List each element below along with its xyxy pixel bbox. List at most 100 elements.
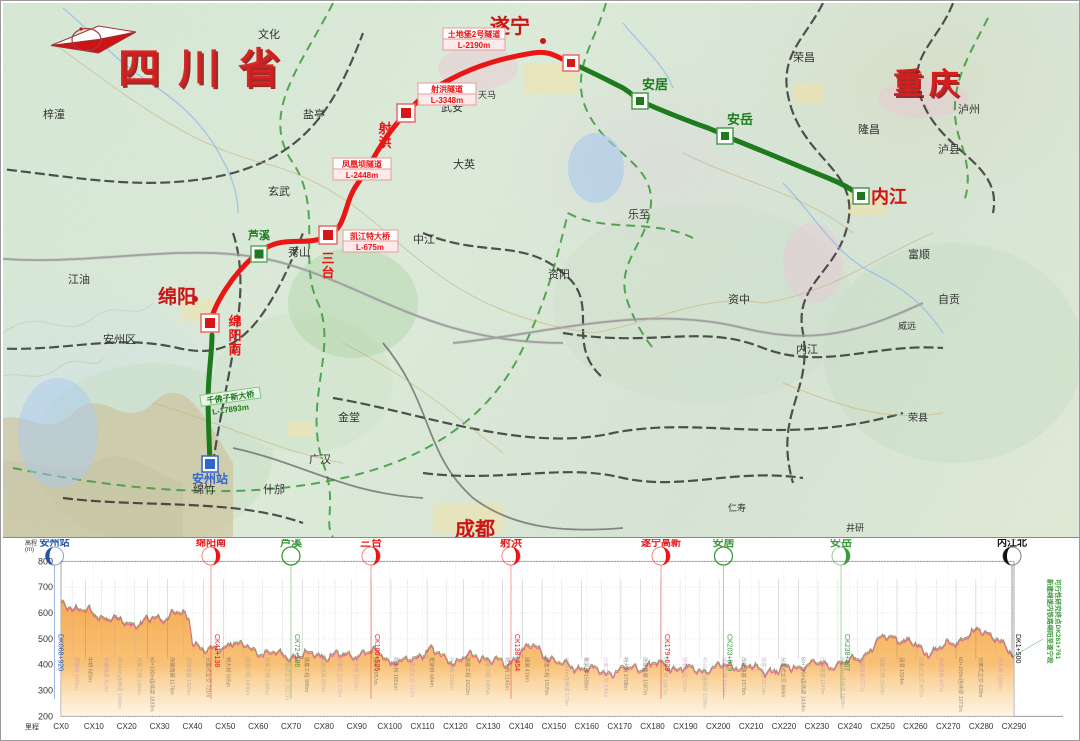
svg-text:威远: 威远 bbox=[898, 320, 916, 331]
svg-text:天马: 天马 bbox=[478, 90, 496, 100]
svg-text:400: 400 bbox=[38, 660, 53, 670]
svg-text:(m): (m) bbox=[25, 547, 34, 553]
svg-text:富顺: 富顺 bbox=[908, 247, 930, 261]
svg-text:资中: 资中 bbox=[728, 293, 750, 306]
svg-text:阳: 阳 bbox=[228, 328, 241, 343]
svg-text:CX40: CX40 bbox=[182, 722, 203, 731]
svg-text:中江: 中江 bbox=[413, 233, 435, 246]
svg-text:分离式立交 540m: 分离式立交 540m bbox=[602, 657, 610, 697]
svg-text:绵阳: 绵阳 bbox=[158, 285, 196, 308]
svg-text:里程: 里程 bbox=[25, 722, 39, 731]
svg-text:L-2448m: L-2448m bbox=[346, 171, 378, 180]
svg-text:CX200: CX200 bbox=[706, 722, 731, 731]
svg-text:芦溪: 芦溪 bbox=[248, 228, 271, 242]
svg-text:改建路基 1325m: 改建路基 1325m bbox=[185, 657, 193, 695]
svg-text:改建路基 437m: 改建路基 437m bbox=[937, 657, 945, 692]
svg-text:新建隧道 413m: 新建隧道 413m bbox=[103, 657, 111, 692]
svg-text:分离式立交 628m: 分离式立交 628m bbox=[977, 657, 985, 697]
svg-text:路基工程 996m: 路基工程 996m bbox=[303, 657, 311, 692]
svg-text:特大桥 1851m: 特大桥 1851m bbox=[392, 657, 400, 690]
svg-text:改建路基 1578m: 改建路基 1578m bbox=[740, 657, 748, 695]
svg-text:泸县: 泸县 bbox=[938, 143, 960, 156]
svg-text:CK72+186: CK72+186 bbox=[293, 634, 300, 667]
svg-text:安岳: 安岳 bbox=[727, 112, 753, 127]
svg-text:路基工程 1622m: 路基工程 1622m bbox=[464, 657, 472, 695]
svg-text:玄武: 玄武 bbox=[268, 184, 290, 198]
svg-text:CX0: CX0 bbox=[53, 722, 69, 731]
svg-text:CX140: CX140 bbox=[509, 722, 534, 731]
svg-text:CX90: CX90 bbox=[347, 722, 368, 731]
svg-text:CK179+629: CK179+629 bbox=[663, 634, 670, 671]
svg-text:CX50: CX50 bbox=[215, 722, 236, 731]
svg-text:CX70: CX70 bbox=[281, 722, 302, 731]
svg-text:CX130: CX130 bbox=[476, 722, 501, 731]
svg-text:CK41+138: CK41+138 bbox=[213, 634, 220, 667]
svg-text:荣县: 荣县 bbox=[908, 412, 928, 424]
svg-text:南: 南 bbox=[228, 342, 241, 357]
svg-text:洪: 洪 bbox=[378, 135, 391, 150]
svg-text:CX10: CX10 bbox=[84, 722, 105, 731]
svg-text:秀山: 秀山 bbox=[288, 246, 310, 259]
svg-text:路基工程 1084m: 路基工程 1084m bbox=[136, 657, 144, 695]
svg-text:凯江特大桥: 凯江特大桥 bbox=[350, 231, 391, 241]
svg-text:特大桥 1269m: 特大桥 1269m bbox=[448, 657, 456, 690]
svg-text:分离式立交 2017m: 分离式立交 2017m bbox=[284, 657, 292, 700]
svg-text:CX150: CX150 bbox=[542, 722, 567, 731]
svg-text:江油: 江油 bbox=[68, 272, 90, 286]
svg-text:中桥 683m: 中桥 683m bbox=[86, 657, 94, 682]
svg-text:路基工程 2179m: 路基工程 2179m bbox=[760, 657, 768, 695]
svg-text:L-3348m: L-3348m bbox=[431, 96, 463, 105]
svg-text:盐亭: 盐亭 bbox=[303, 107, 325, 121]
svg-text:仁寿: 仁寿 bbox=[728, 502, 746, 513]
svg-text:CX100: CX100 bbox=[377, 722, 402, 731]
svg-text:CX210: CX210 bbox=[739, 722, 764, 731]
svg-text:分离式立交 807m: 分离式立交 807m bbox=[918, 657, 926, 697]
svg-text:CX220: CX220 bbox=[772, 722, 797, 731]
svg-text:资阳: 资阳 bbox=[548, 268, 570, 281]
svg-text:CX120: CX120 bbox=[443, 722, 468, 731]
svg-text:600: 600 bbox=[38, 608, 53, 618]
svg-text:框架桥 684m: 框架桥 684m bbox=[428, 657, 436, 687]
svg-text:射洪隧道: 射洪隧道 bbox=[430, 84, 463, 94]
svg-text:60+100m连续梁 1073m: 60+100m连续梁 1073m bbox=[957, 657, 965, 712]
svg-text:CK203+619: CK203+619 bbox=[726, 634, 733, 671]
svg-text:40+64m连续梁 1799m: 40+64m连续梁 1799m bbox=[701, 657, 709, 709]
svg-text:CX230: CX230 bbox=[805, 722, 830, 731]
svg-text:文化: 文化 bbox=[258, 27, 280, 41]
svg-text:三: 三 bbox=[321, 251, 334, 266]
svg-text:安州区: 安州区 bbox=[103, 332, 136, 346]
svg-text:分离式立交 721m: 分离式立交 721m bbox=[205, 657, 213, 697]
svg-text:绵竹: 绵竹 bbox=[193, 482, 215, 496]
svg-text:CX110: CX110 bbox=[411, 722, 435, 731]
svg-text:可行性研究终点DK261+761: 可行性研究终点DK261+761 bbox=[1054, 579, 1063, 660]
svg-text:改建路基 577m: 改建路基 577m bbox=[859, 657, 867, 692]
svg-text:CK138+454: CK138+454 bbox=[513, 634, 520, 671]
svg-text:CX30: CX30 bbox=[150, 722, 171, 731]
svg-text:CK100+526: CK100+526 bbox=[373, 634, 380, 671]
svg-text:新建绵遂内铁路绵阳至遂宁段: 新建绵遂内铁路绵阳至遂宁段 bbox=[1046, 579, 1055, 664]
svg-text:分离式立交 512m: 分离式立交 512m bbox=[408, 657, 416, 697]
svg-text:CX60: CX60 bbox=[248, 722, 269, 731]
svg-text:40+64m连续梁 1349m: 40+64m连续梁 1349m bbox=[116, 657, 124, 709]
svg-text:300: 300 bbox=[38, 686, 53, 696]
svg-text:特大桥 2145m: 特大桥 2145m bbox=[504, 657, 512, 690]
svg-text:500: 500 bbox=[38, 634, 53, 644]
svg-text:金堂: 金堂 bbox=[338, 410, 360, 424]
svg-text:CX290: CX290 bbox=[1002, 722, 1027, 731]
svg-text:CX80: CX80 bbox=[314, 722, 335, 731]
svg-text:特大桥 1212m: 特大桥 1212m bbox=[353, 657, 361, 690]
svg-text:大英: 大英 bbox=[453, 157, 475, 171]
svg-text:隧道工程 1436m: 隧道工程 1436m bbox=[244, 657, 252, 695]
svg-text:桥梁工程 510m: 桥梁工程 510m bbox=[681, 657, 689, 692]
svg-text:涵洞 416m: 涵洞 416m bbox=[523, 657, 531, 682]
svg-text:特大桥 1309m: 特大桥 1309m bbox=[997, 657, 1005, 690]
svg-text:路基工程 1965m: 路基工程 1965m bbox=[484, 657, 492, 695]
svg-text:路基工程 2169m: 路基工程 2169m bbox=[878, 657, 886, 695]
svg-text:框架桥 1500m: 框架桥 1500m bbox=[583, 657, 591, 690]
svg-text:CX260: CX260 bbox=[903, 722, 928, 731]
svg-text:框架桥 1655m: 框架桥 1655m bbox=[73, 657, 81, 690]
svg-text:凤凰坝隧道: 凤凰坝隧道 bbox=[342, 159, 382, 169]
svg-text:绵: 绵 bbox=[228, 314, 241, 329]
svg-text:隆昌: 隆昌 bbox=[858, 122, 880, 136]
svg-text:改建路基 1176m: 改建路基 1176m bbox=[168, 657, 176, 695]
